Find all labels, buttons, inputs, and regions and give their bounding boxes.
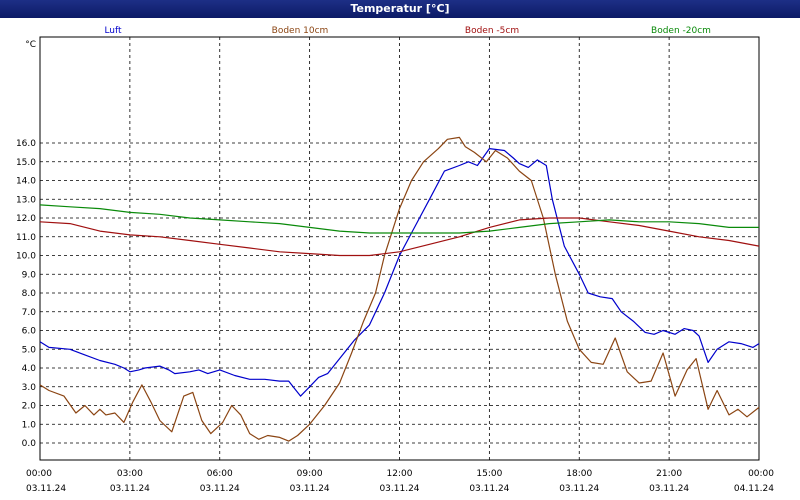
x-tick-date: 03.11.24 (290, 484, 330, 494)
x-tick-date: 03.11.24 (469, 484, 509, 494)
y-axis-unit: °C (25, 40, 36, 50)
y-tick-label: 1.0 (22, 420, 37, 430)
series-line-boden-10cm (39, 136, 760, 442)
x-tick-date: 04.11.24 (734, 484, 774, 494)
y-tick-label: 5.0 (22, 345, 37, 355)
x-tick-date: 03.11.24 (26, 484, 66, 494)
x-tick-time: 12:00 (387, 469, 413, 479)
legend-boden-20cm: Boden -20cm (651, 26, 711, 36)
x-tick-time: 00:00 (26, 469, 52, 479)
window-title: Temperatur [°C] (0, 0, 800, 18)
x-tick-time: 03:00 (117, 469, 143, 479)
x-tick-time: 09:00 (297, 469, 323, 479)
y-tick-label: 8.0 (22, 289, 37, 299)
y-tick-label: 0.0 (22, 439, 37, 449)
y-tick-label: 13.0 (16, 195, 36, 205)
x-tick-date: 03.11.24 (559, 484, 599, 494)
x-tick-time: 00:00 (748, 469, 774, 479)
series-line-boden-5cm (39, 217, 760, 257)
y-tick-label: 9.0 (22, 270, 37, 280)
x-tick-date: 03.11.24 (200, 484, 240, 494)
y-tick-label: 16.0 (16, 139, 36, 149)
y-tick-label: 3.0 (22, 383, 37, 393)
x-tick-time: 06:00 (207, 469, 233, 479)
series-line-luft (39, 148, 760, 397)
x-tick-time: 21:00 (656, 469, 682, 479)
y-tick-label: 12.0 (16, 214, 36, 224)
y-tick-label: 15.0 (16, 158, 36, 168)
y-tick-label: 2.0 (22, 402, 37, 412)
legend-boden-5cm: Boden -5cm (465, 26, 519, 36)
x-tick-date: 03.11.24 (110, 484, 150, 494)
y-tick-label: 4.0 (22, 364, 37, 374)
y-tick-label: 7.0 (22, 308, 37, 318)
legend-luft: Luft (104, 26, 122, 36)
y-tick-label: 6.0 (22, 327, 37, 337)
y-tick-label: 11.0 (16, 233, 36, 243)
y-tick-label: 10.0 (16, 252, 36, 262)
series-line-boden-20cm (39, 204, 759, 234)
x-tick-time: 15:00 (476, 469, 502, 479)
x-tick-time: 18:00 (566, 469, 592, 479)
y-tick-label: 14.0 (16, 177, 36, 187)
legend-boden-10cm: Boden 10cm (272, 26, 329, 36)
x-tick-date: 03.11.24 (649, 484, 689, 494)
x-tick-date: 03.11.24 (379, 484, 419, 494)
